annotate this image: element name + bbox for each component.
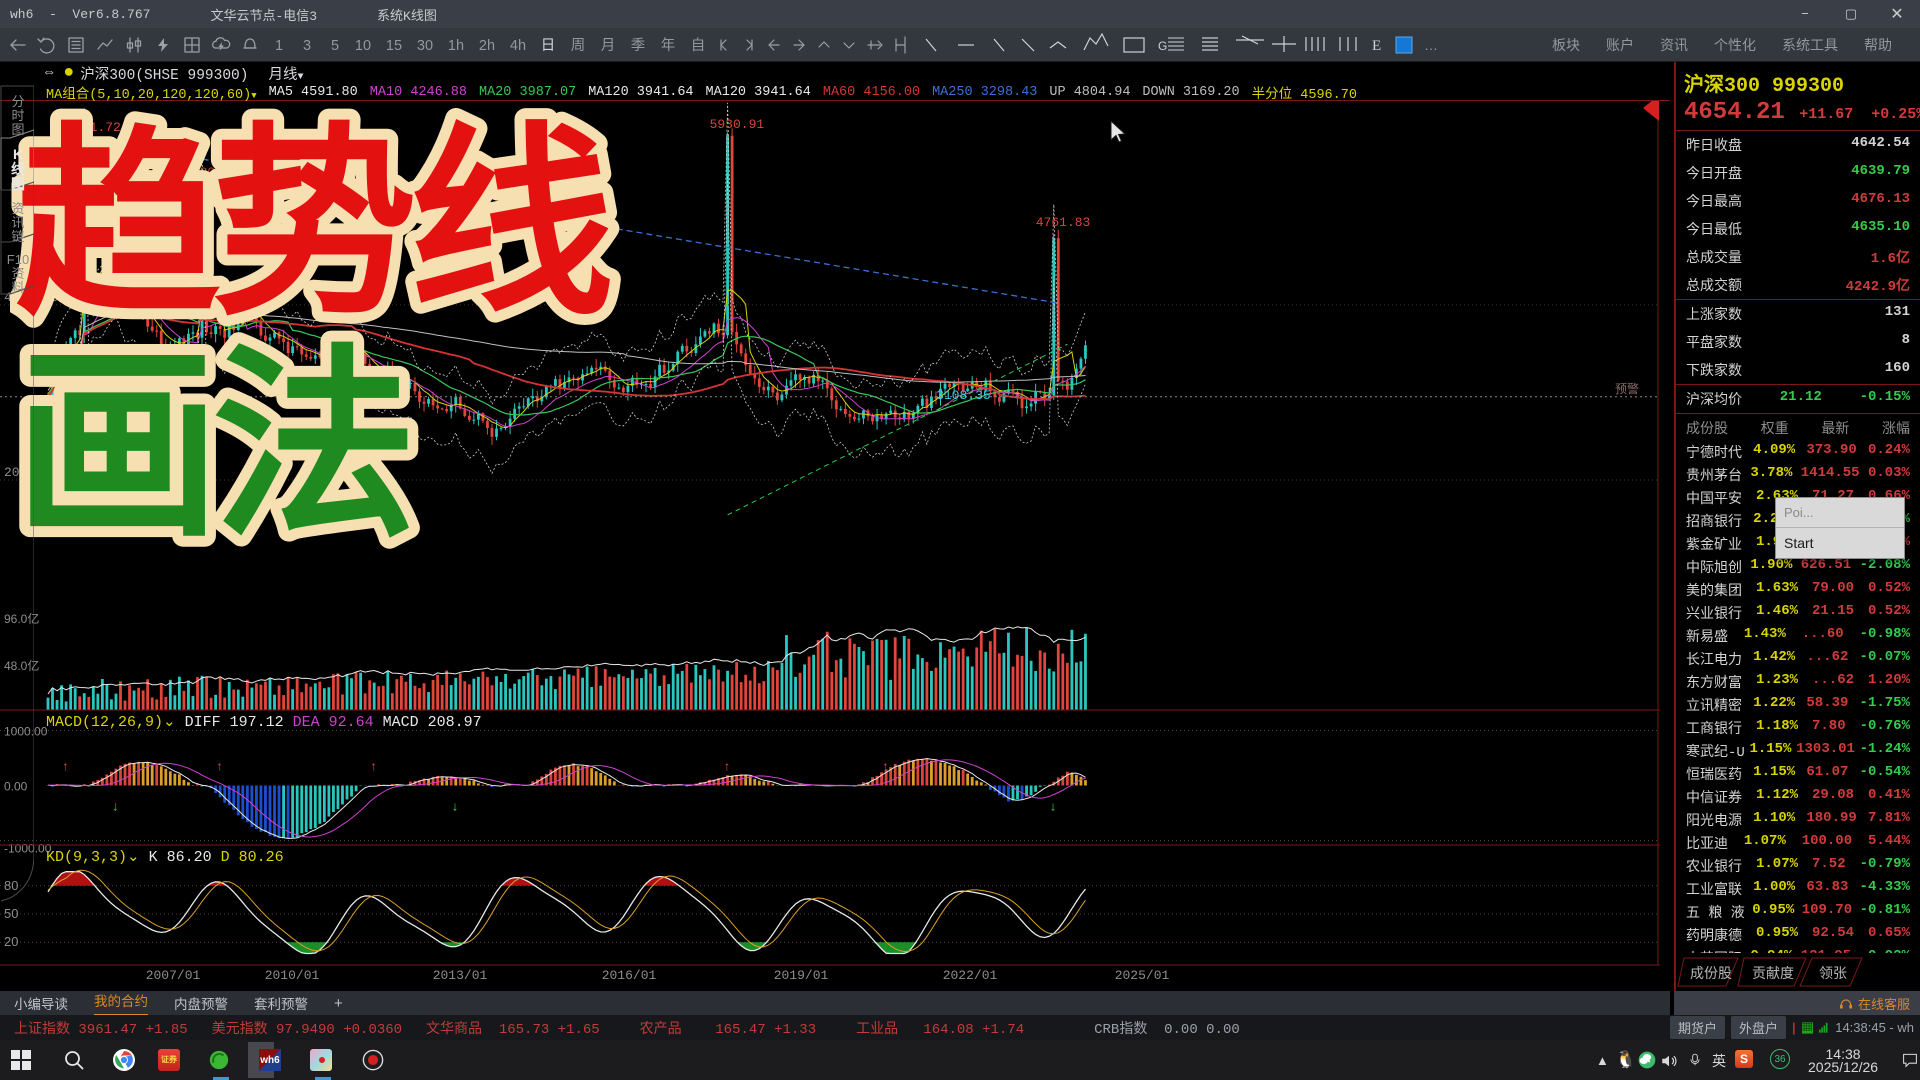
svg-text:季: 季: [631, 37, 646, 54]
svg-text:5: 5: [331, 38, 339, 54]
svg-text:↑: ↑: [62, 759, 68, 774]
svg-text:↑: ↑: [216, 759, 223, 774]
svg-text:↓: ↓: [452, 799, 459, 814]
svg-text:1: 1: [275, 38, 283, 54]
svg-text:1h: 1h: [448, 38, 464, 54]
svg-text:↑: ↑: [882, 759, 889, 774]
svg-text:4761.83: 4761.83: [1036, 215, 1091, 230]
svg-text:E: E: [1372, 38, 1381, 54]
svg-text:3: 3: [303, 38, 311, 54]
svg-text:10: 10: [355, 38, 371, 54]
svg-text:G: G: [1158, 39, 1167, 53]
svg-text:2025/01: 2025/01: [1115, 968, 1170, 983]
svg-text:月: 月: [601, 38, 616, 54]
svg-text:2013/01: 2013/01: [433, 968, 488, 983]
svg-text:自: 自: [691, 37, 706, 54]
svg-text:日: 日: [541, 38, 556, 54]
svg-text:2022/01: 2022/01: [943, 968, 998, 983]
svg-text:年: 年: [661, 37, 676, 54]
svg-text:4h: 4h: [510, 38, 526, 54]
svg-text:2016/01: 2016/01: [602, 968, 657, 983]
svg-text:…: …: [1424, 37, 1438, 53]
svg-text:2007/01: 2007/01: [146, 968, 201, 983]
svg-text:周: 周: [571, 38, 586, 54]
svg-text:2h: 2h: [479, 38, 495, 54]
svg-text:30: 30: [417, 38, 433, 54]
svg-text:↓: ↓: [1050, 799, 1057, 814]
svg-text:↑: ↑: [724, 759, 731, 774]
svg-text:MACD(12,26,9)⌄ DIFF 197.12 DEA: MACD(12,26,9)⌄ DIFF 197.12 DEA 92.64 MAC…: [46, 714, 482, 731]
svg-text:画法: 画法: [15, 332, 409, 561]
svg-text:预警: 预警: [1615, 381, 1639, 396]
svg-text:KD(9,3,3)⌄ K 86.20 D 80.26: KD(9,3,3)⌄ K 86.20 D 80.26: [46, 849, 284, 866]
svg-text:2010/01: 2010/01: [265, 968, 320, 983]
svg-text:15: 15: [386, 38, 402, 54]
svg-text:趋势线: 趋势线: [15, 110, 610, 339]
svg-text:↑: ↑: [370, 759, 377, 774]
svg-text:2019/01: 2019/01: [774, 968, 829, 983]
svg-text:↓: ↓: [112, 799, 119, 814]
svg-text:3108.35: 3108.35: [936, 388, 991, 403]
